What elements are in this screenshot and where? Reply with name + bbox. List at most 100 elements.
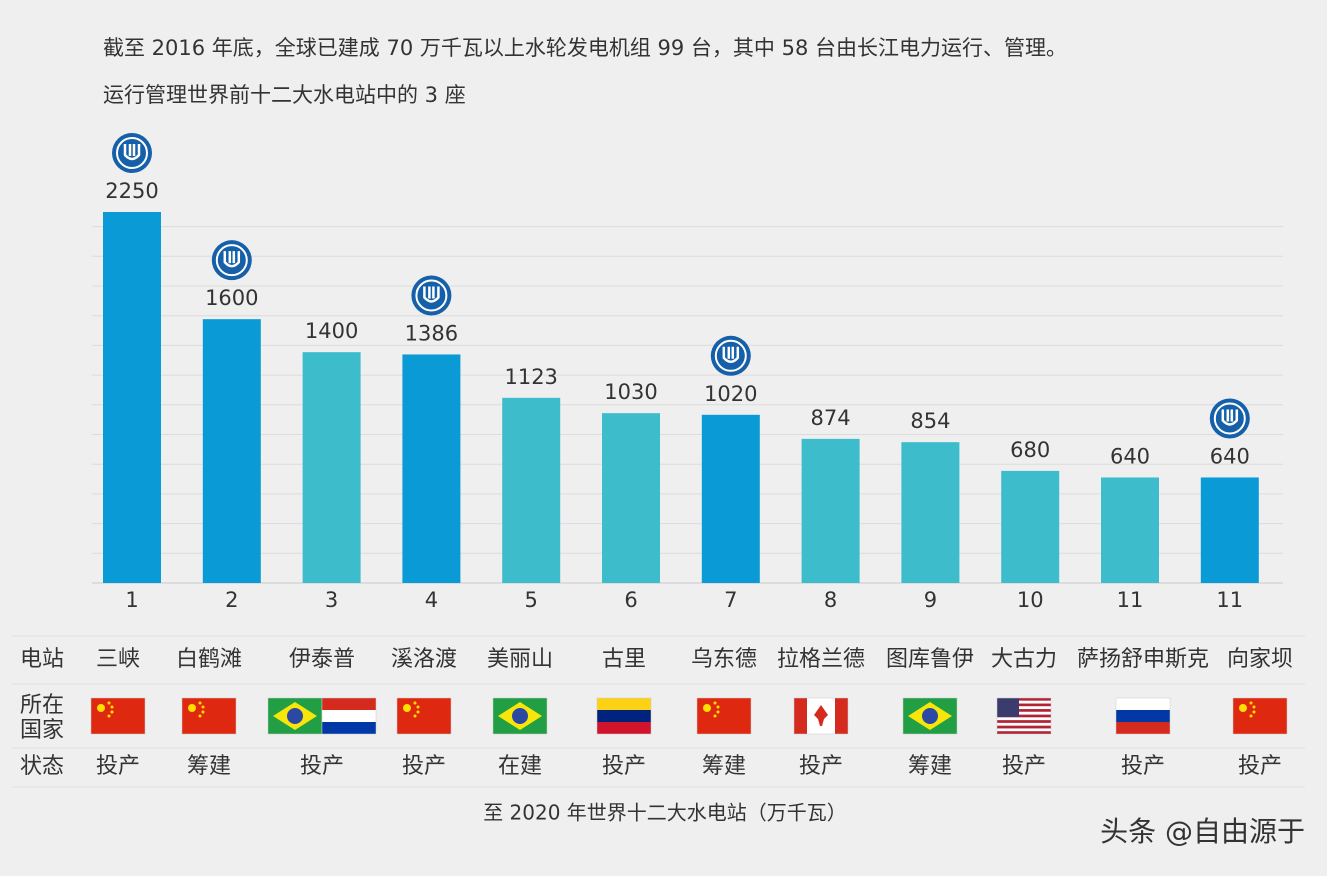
x-tick-label: 10 [1017,588,1044,612]
status: 投产 [799,754,843,779]
status: 投产 [300,754,344,779]
logo [710,335,751,376]
flag-border [181,697,237,735]
flag-part [835,698,848,734]
flag-part [287,708,303,724]
logo-ring [215,244,248,277]
logo-ring [714,339,747,372]
flag-part [1116,722,1170,734]
flag-star [198,701,202,705]
flag-star [413,701,417,705]
flag-border [696,697,752,735]
x-tick-label: 9 [924,588,937,612]
x-tick-label: 5 [525,588,538,612]
flag-star [107,714,111,718]
flag-part [997,714,1051,718]
station-name: 溪洛渡 [391,647,457,672]
flag [596,697,652,735]
flag [181,697,237,735]
flag-part [814,705,828,726]
watermark: 头条 @自由源于 [1100,815,1305,848]
flag-star [1239,704,1247,712]
station-name: 伊泰普 [289,647,355,672]
bar [502,397,561,583]
flag-border [596,697,652,735]
bar [1001,470,1060,583]
flag-part [794,698,807,734]
flag-star [97,704,105,712]
logo [112,132,152,173]
flag [996,697,1052,735]
bar [901,442,960,583]
flag-star [416,710,420,714]
flag-star [1249,701,1253,705]
flag-part [997,698,1019,717]
flag-part [997,728,1051,732]
flag [1232,697,1288,735]
flag-part [997,722,1051,726]
header-line: 运行管理世界前十二大水电站中的 3 座 [103,83,466,107]
bar [801,438,860,583]
flag-star [198,714,202,718]
bar [1200,477,1259,583]
x-tick-label: 1 [125,588,138,612]
row-label: 所在国家 [19,693,64,743]
station-name: 乌东德 [691,647,757,672]
status: 投产 [402,754,446,779]
flag-star [416,705,420,709]
flag-part [997,720,1051,723]
station-name: 向家坝 [1227,647,1293,672]
flag-part [997,698,1051,701]
flag-part [597,698,651,710]
flag-star [110,710,114,714]
flag-part [697,698,751,734]
value-label: 854 [910,409,950,433]
value-label: 2250 [105,179,158,203]
value-label: 640 [1210,444,1250,468]
bar [701,414,760,583]
flag-border [1232,697,1288,735]
flag-star [188,704,196,712]
flag-star [413,714,417,718]
header-line: 截至 2016 年底，全球已建成 70 万千瓦以上水轮发电机组 99 台，其中 … [103,36,1067,60]
row-label: 电站 [20,647,64,672]
logo-mark [223,251,241,268]
flag-star [716,705,720,709]
flag-star [1249,714,1253,718]
status: 投产 [1121,754,1165,779]
flag [1115,697,1171,735]
caption: 至 2020 年世界十二大水电站（万千瓦） [483,801,847,825]
flag-border [396,697,452,735]
x-tick-label: 8 [824,588,837,612]
logo [1209,398,1250,439]
flag-part [322,698,376,710]
flag-star [201,710,205,714]
flag-border [321,697,377,735]
bar [202,319,261,583]
flag-border [1115,697,1171,735]
flag-star [107,701,111,705]
station-name: 图库鲁伊 [886,647,974,672]
logo [411,275,452,316]
value-label: 1386 [405,321,458,345]
logo-ring [415,279,448,312]
logo-ring [1213,402,1246,435]
flag-part [91,698,145,734]
flag-part [1116,710,1170,722]
x-tick-label: 2 [225,588,238,612]
logo-mark [722,346,740,364]
flag [492,697,548,735]
flag-part [397,698,451,734]
flag-border [902,697,958,735]
logo [211,240,252,281]
station-name: 古里 [602,647,646,672]
station-name: 三峡 [96,647,140,672]
flag-star [716,710,720,714]
status: 在建 [498,754,542,779]
value-label: 1123 [504,365,557,389]
flag-part [512,708,528,724]
flag-star [713,714,717,718]
bar [103,211,161,583]
x-tick-label: 11 [1117,588,1144,612]
